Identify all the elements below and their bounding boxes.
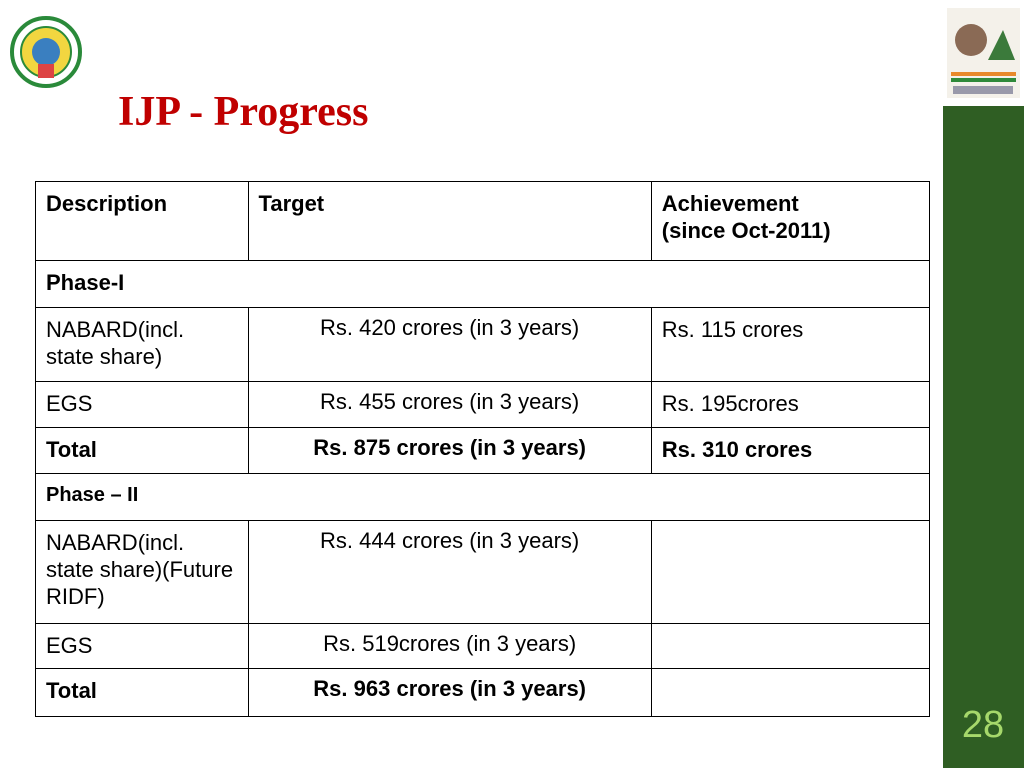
phase-cell: Phase – II <box>35 473 930 521</box>
header-row: Description Target Achievement (since Oct-2… <box>35 181 931 261</box>
description: Total <box>46 437 97 462</box>
data-row: NABARD(incl. state share) Rs. 420 crores … <box>35 307 931 382</box>
data-row: EGS Rs. 519crores (in 3 years) <box>35 623 931 669</box>
header-text: Target <box>258 191 325 216</box>
description: EGS <box>46 391 93 416</box>
description-cell: EGS <box>35 381 249 428</box>
logo-band <box>951 72 1016 76</box>
emblem-core <box>32 38 60 66</box>
header-cell: Achievement (since Oct-2011) <box>650 181 931 261</box>
description: EGS <box>46 633 93 658</box>
description: NABARD <box>46 317 138 342</box>
description: Total <box>46 678 97 703</box>
mgnrega-logo <box>943 0 1024 106</box>
achievement-cell: Rs. 310 crores <box>650 427 931 474</box>
achievement-cell <box>650 668 931 717</box>
note: (incl. state share) <box>46 530 185 582</box>
logo-face <box>955 24 987 56</box>
note: (incl. state share) <box>46 317 185 369</box>
phase-row: Phase – II <box>35 473 930 521</box>
state-emblem <box>10 16 82 88</box>
header-line: Achievement <box>661 191 799 216</box>
slide-title: IJP - Progress <box>118 89 369 135</box>
progress-table: Description Target Achievement (since Oct-2… <box>35 181 931 717</box>
header-line: (since Oct-2011) <box>661 218 831 243</box>
header-cell: Description <box>35 181 249 261</box>
target-cell: Rs. 420 crores (in 3 years) <box>247 307 652 382</box>
data-row: EGS Rs. 455 crores (in 3 years) Rs. 195cro… <box>35 381 931 428</box>
description-cell: Total <box>35 427 249 474</box>
description-cell: NABARD(incl. state share)(Future RIDF) <box>35 520 249 624</box>
description-cell: NABARD(incl. state share) <box>35 307 249 382</box>
achievement-cell: Rs. 115 crores <box>650 307 931 382</box>
achievement-cell <box>650 520 931 624</box>
data-row: NABARD(incl. state share)(Future RIDF) Rs… <box>35 520 931 624</box>
header-cell: Target <box>247 181 652 261</box>
description: NABARD <box>46 530 138 555</box>
phase-cell: Phase-I <box>35 260 930 308</box>
logo-band <box>951 78 1016 82</box>
description-cell: EGS <box>35 623 249 669</box>
logo-text <box>953 86 1013 94</box>
header-text: Description <box>46 191 168 216</box>
data-row: Total Rs. 963 crores (in 3 years) <box>35 668 931 717</box>
target-cell: Rs. 455 crores (in 3 years) <box>247 381 652 428</box>
logo-art <box>947 8 1020 98</box>
emblem-base <box>38 64 54 78</box>
page-number: 28 <box>961 704 1005 746</box>
side-bar <box>943 0 1024 768</box>
target-cell: Rs. 519crores (in 3 years) <box>247 623 652 669</box>
data-row: Total Rs. 875 crores (in 3 years) Rs. 310 … <box>35 427 931 474</box>
phase-row: Phase-I <box>35 260 930 308</box>
target-cell: Rs. 444 crores (in 3 years) <box>247 520 652 624</box>
achievement-cell: Rs. 195crores <box>650 381 931 428</box>
target-cell: Rs. 963 crores (in 3 years) <box>247 668 652 717</box>
description-cell: Total <box>35 668 249 717</box>
note: (Future RIDF) <box>46 557 234 609</box>
achievement-cell <box>650 623 931 669</box>
logo-figure <box>988 30 1015 60</box>
target-cell: Rs. 875 crores (in 3 years) <box>247 427 652 474</box>
